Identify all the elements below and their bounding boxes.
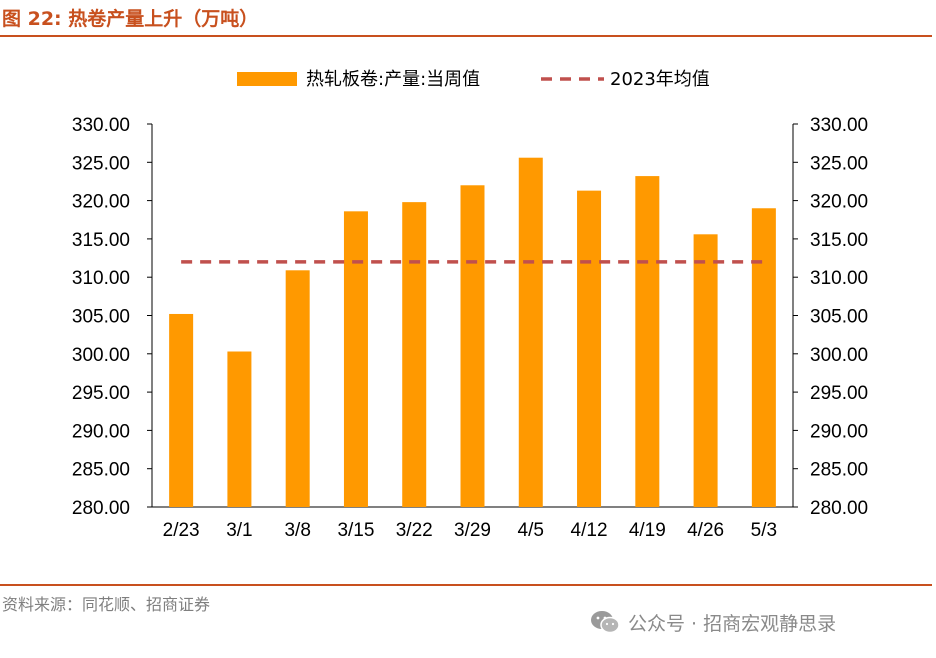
y-tick-label-right: 320.00	[810, 192, 868, 213]
x-tick-label: 3/1	[226, 520, 252, 541]
bar	[460, 185, 485, 507]
figure-header: 图 22: 热卷产量上升（万吨）	[0, 0, 936, 40]
x-tick-label: 5/3	[751, 520, 777, 541]
legend-swatch-bar	[237, 72, 297, 86]
legend: 热轧板卷:产量:当周值 2023年均值	[237, 69, 710, 90]
y-tick-label-left: 305.00	[72, 307, 130, 328]
y-tick-label-left: 285.00	[72, 460, 130, 481]
bar	[402, 202, 427, 507]
legend-label-line: 2023年均值	[610, 69, 710, 90]
bar	[343, 211, 368, 507]
wechat-icon	[591, 611, 620, 634]
x-tick-label: 3/8	[284, 520, 310, 541]
bar	[693, 234, 718, 507]
y-tick-label-left: 280.00	[72, 498, 130, 519]
footer-divider	[0, 584, 932, 586]
watermark-text: 公众号 · 招商宏观静思录	[628, 612, 837, 635]
y-tick-label-left: 330.00	[72, 115, 130, 136]
y-tick-label-right: 330.00	[810, 115, 868, 136]
bar	[227, 351, 252, 507]
y-tick-label-left: 320.00	[72, 192, 130, 213]
x-tick-label: 3/29	[454, 520, 491, 541]
x-axis-labels: 2/23 3/1 3/8 3/15 3/22 3/29 4/5 4/12 4/19 4/26 5/3	[163, 520, 777, 541]
y-tick-label-left: 310.00	[72, 268, 130, 289]
y-tick-label-right: 285.00	[810, 460, 868, 481]
x-tick-label: 4/5	[518, 520, 544, 541]
x-tick-label: 4/12	[571, 520, 608, 541]
title-divider	[0, 35, 932, 37]
x-tick-label: 3/22	[396, 520, 433, 541]
axes: 280.00 285.00 290.00 295.00 300.00 305.00 310.…	[72, 115, 868, 519]
y-tick-label-right: 280.00	[810, 498, 868, 519]
bar	[518, 157, 543, 507]
x-tick-label: 4/26	[687, 520, 724, 541]
figure-title: 图 22: 热卷产量上升（万吨）	[2, 8, 259, 30]
y-tick-label-left: 290.00	[72, 421, 130, 442]
x-tick-label: 2/23	[163, 520, 200, 541]
watermark: 公众号 · 招商宏观静思录	[590, 609, 836, 635]
y-tick-label-left: 325.00	[72, 153, 130, 174]
bar-chart: 热轧板卷:产量:当周值 2023年均值 280.00 285.00 290.00 295…	[72, 69, 868, 541]
y-tick-label-right: 310.00	[810, 268, 868, 289]
y-tick-label-right: 300.00	[810, 345, 868, 366]
x-tick-label: 4/19	[629, 520, 666, 541]
y-tick-label-left: 300.00	[72, 345, 130, 366]
bar	[577, 190, 602, 507]
y-tick-label-right: 290.00	[810, 421, 868, 442]
bar	[169, 313, 194, 507]
legend-label-bar: 热轧板卷:产量:当周值	[306, 69, 480, 90]
y-tick-label-right: 315.00	[810, 230, 868, 251]
bar	[285, 270, 310, 507]
y-tick-label-right: 305.00	[810, 307, 868, 328]
y-tick-label-left: 315.00	[72, 230, 130, 251]
y-tick-label-left: 295.00	[72, 383, 130, 404]
bar	[635, 176, 660, 507]
source-note: 资料来源：同花顺、招商证券	[2, 595, 211, 614]
y-tick-label-right: 295.00	[810, 383, 868, 404]
bar	[751, 208, 776, 507]
y-tick-label-right: 325.00	[810, 153, 868, 174]
bar-series	[169, 157, 776, 507]
x-tick-label: 3/15	[337, 520, 374, 541]
